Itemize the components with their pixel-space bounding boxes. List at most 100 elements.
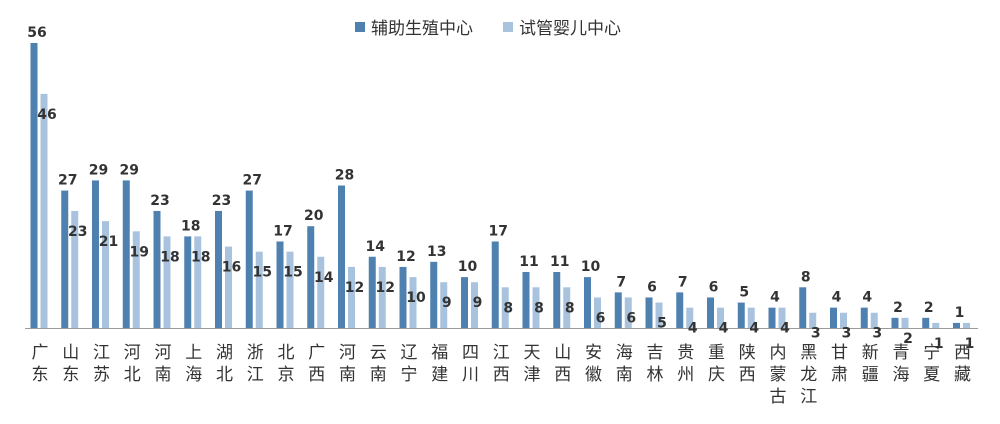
bar-series-1: [276, 241, 284, 328]
bar-series-2: [71, 210, 79, 328]
data-label-series-2: 21: [99, 234, 118, 250]
category-label: 河: [124, 343, 141, 363]
bar-series-1: [676, 292, 684, 328]
bar-series-2: [747, 307, 755, 328]
data-label-series-1: 18: [181, 218, 200, 234]
bar-series-2: [225, 246, 232, 328]
data-label-series-1: 27: [58, 173, 77, 189]
data-label-series-2: 3: [872, 326, 882, 342]
data-label-series-2: 10: [406, 290, 426, 306]
category-label: 川: [462, 365, 479, 385]
bar-series-1: [461, 277, 468, 328]
bar-series-1: [953, 322, 960, 328]
category-label: 广: [308, 343, 325, 363]
bar-series-1: [184, 236, 192, 328]
data-label-series-2: 4: [780, 321, 790, 337]
data-label-series-1: 5: [739, 285, 749, 301]
data-label-series-1: 56: [27, 25, 46, 41]
bar-series-1: [922, 317, 930, 328]
data-label-series-1: 12: [396, 249, 415, 265]
bar-series-2: [440, 282, 448, 328]
category-label: 海: [893, 365, 910, 385]
category-label: 河: [339, 343, 356, 363]
legend-label-series-1: 辅助生殖中心: [371, 19, 473, 39]
bar-series-2: [317, 256, 325, 328]
data-label-series-1: 1: [955, 305, 965, 321]
category-label: 疆: [862, 365, 879, 385]
data-label-series-1: 10: [581, 259, 601, 275]
category-label: 陕: [739, 343, 756, 363]
data-label-series-2: 12: [345, 280, 364, 296]
data-label-series-2: 18: [191, 249, 210, 265]
bar-series-2: [378, 266, 386, 328]
bar-series-1: [860, 307, 868, 328]
bar-series-2: [286, 251, 294, 328]
bar-series-1: [399, 266, 407, 328]
data-label-series-1: 23: [212, 193, 231, 209]
category-label: 河: [155, 343, 172, 363]
category-label: 肃: [831, 365, 848, 385]
data-label-series-2: 4: [749, 321, 759, 337]
bar-series-2: [163, 236, 171, 328]
category-label: 西: [739, 365, 756, 385]
bar-series-1: [584, 277, 591, 328]
data-label-series-2: 5: [657, 316, 667, 332]
bar-series-1: [614, 292, 622, 328]
category-label: 内: [770, 343, 787, 363]
data-label-series-2: 8: [565, 300, 575, 316]
bar-series-2: [932, 322, 940, 328]
bar-series-1: [830, 307, 837, 328]
category-label: 黑: [800, 343, 817, 363]
bar-series-1: [368, 256, 376, 328]
data-label-series-2: 8: [534, 300, 544, 316]
data-label-series-1: 29: [89, 162, 108, 178]
bar-series-2: [563, 287, 571, 328]
data-label-series-2: 2: [903, 331, 913, 347]
data-label-series-2: 6: [626, 310, 636, 326]
bar-series-2: [901, 317, 909, 328]
bar-series-1: [30, 43, 38, 328]
data-label-series-2: 46: [37, 107, 56, 123]
data-label-series-1: 2: [893, 300, 903, 316]
bar-series-2: [870, 312, 878, 328]
data-label-series-1: 10: [458, 259, 478, 275]
bar-series-2: [655, 302, 663, 328]
bar-series-2: [40, 93, 48, 329]
data-label-series-1: 8: [801, 269, 811, 285]
data-label-series-1: 14: [366, 239, 386, 255]
category-label: 东: [62, 365, 79, 385]
bar-series-1: [522, 272, 530, 328]
data-label-series-1: 23: [150, 193, 169, 209]
data-label-series-1: 28: [335, 168, 354, 184]
category-label: 北: [278, 343, 295, 363]
category-label: 山: [62, 343, 79, 363]
category-label: 徽: [585, 365, 602, 385]
category-label: 江: [93, 343, 110, 363]
category-label: 四: [462, 343, 479, 363]
category-label: 贵: [677, 343, 694, 363]
category-label: 宁: [401, 365, 418, 385]
category-label: 山: [554, 343, 571, 363]
data-label-series-2: 15: [283, 265, 302, 281]
data-label-series-2: 4: [688, 321, 698, 337]
bar-series-1: [799, 287, 807, 328]
category-label: 吉: [647, 343, 664, 363]
data-label-series-1: 6: [709, 279, 719, 295]
category-label: 蒙: [770, 365, 787, 385]
data-label-series-2: 23: [68, 224, 87, 240]
category-label: 广: [32, 343, 49, 363]
data-label-series-2: 19: [130, 244, 149, 260]
bar-series-2: [594, 297, 601, 328]
legend-item-series-2: 试管婴儿中心: [503, 14, 621, 39]
data-label-series-2: 3: [811, 326, 821, 342]
data-label-series-2: 1: [965, 336, 975, 352]
data-label-series-1: 4: [832, 290, 842, 306]
category-label: 西: [954, 343, 971, 363]
data-label-series-2: 4: [719, 321, 729, 337]
bar-series-1: [245, 190, 253, 328]
category-label: 天: [524, 343, 541, 363]
category-label: 夏: [923, 365, 940, 385]
bar-series-2: [717, 307, 724, 328]
category-label: 建: [431, 365, 448, 385]
